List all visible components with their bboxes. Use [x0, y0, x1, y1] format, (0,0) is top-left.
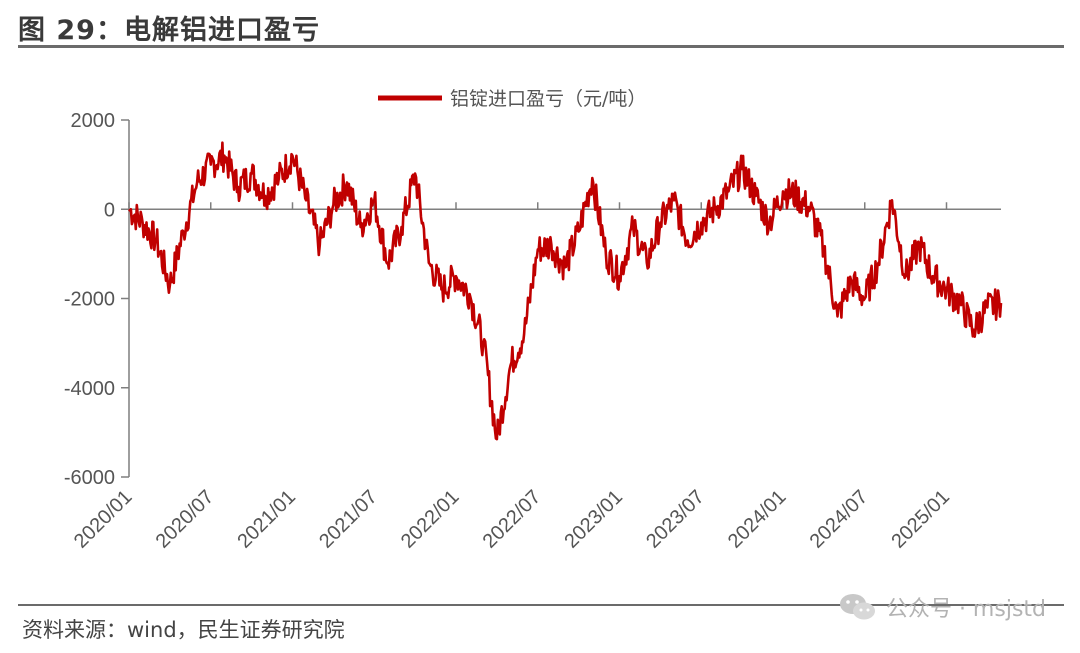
y-tick-label: -4000: [64, 378, 115, 400]
x-tick-label: 2021/07: [315, 486, 382, 553]
x-tick-label: 2020/01: [70, 486, 137, 553]
series-layer: [128, 141, 1003, 441]
x-tick-label: 2020/07: [152, 486, 219, 553]
source-note: 资料来源：wind，民生证券研究院: [22, 618, 345, 642]
footer-divider: [18, 604, 1064, 606]
y-tick-label: 0: [104, 199, 115, 221]
y-axis: 2000 0 -2000 -4000 -6000: [64, 110, 130, 489]
x-tick-label: 2023/01: [560, 486, 627, 553]
y-tick-label: -6000: [64, 467, 115, 489]
x-tick-label: 2022/01: [397, 486, 464, 553]
watermark-text: 公众号 · msjstd: [885, 597, 1046, 622]
x-tick-label: 2025/01: [887, 486, 954, 553]
x-tick-label: 2023/07: [642, 486, 709, 553]
title-divider: [18, 45, 1064, 48]
x-tick-label: 2021/01: [233, 486, 300, 553]
x-axis: 2020/01 2020/07 2021/01 2021/07 2022/01 2022/…: [70, 202, 1001, 553]
figure-title: 图 29：电解铝进口盈亏: [18, 15, 320, 46]
legend-label: 铝锭进口盈亏（元/吨）: [450, 88, 646, 110]
y-tick-label: 2000: [71, 110, 116, 132]
wechat-icon: [839, 594, 875, 620]
y-tick-label: -2000: [64, 289, 115, 311]
series-line: [128, 141, 1003, 441]
x-tick-label: 2022/07: [479, 486, 546, 553]
x-tick-label: 2024/07: [806, 486, 873, 553]
x-tick-label: 2024/01: [724, 486, 791, 553]
chart-legend: 铝锭进口盈亏（元/吨）: [378, 88, 646, 110]
watermark: 公众号 · msjstd: [838, 591, 1046, 623]
